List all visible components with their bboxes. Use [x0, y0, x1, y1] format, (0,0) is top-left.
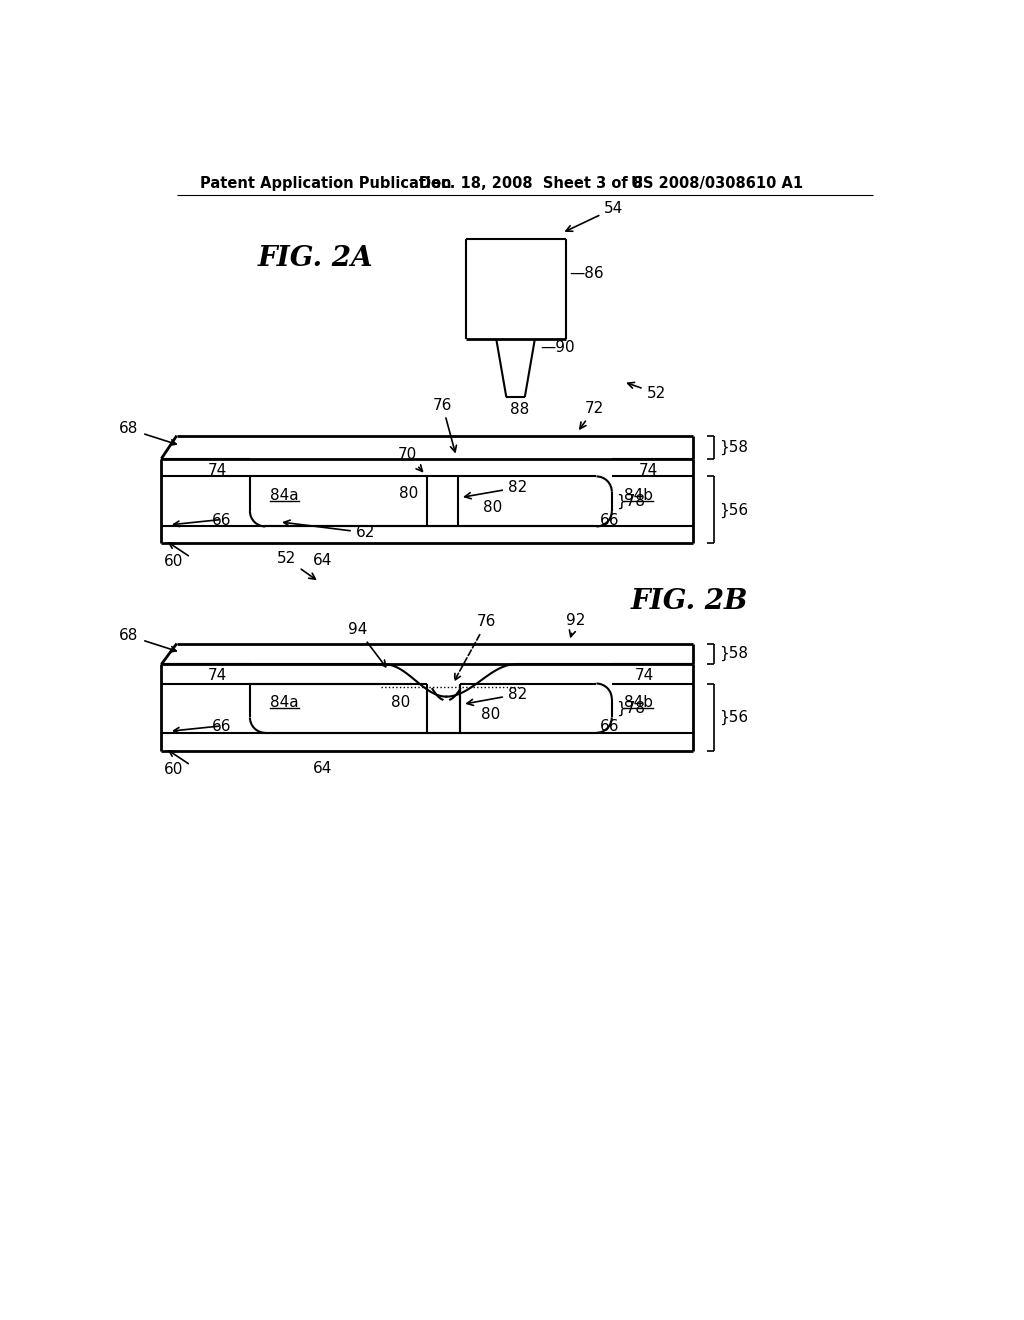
Text: 62: 62 — [284, 520, 375, 540]
Text: 52: 52 — [276, 552, 315, 579]
Text: 54: 54 — [566, 201, 624, 231]
Text: }56: }56 — [719, 503, 748, 517]
Text: Dec. 18, 2008  Sheet 3 of 8: Dec. 18, 2008 Sheet 3 of 8 — [419, 176, 643, 190]
Text: 82: 82 — [465, 480, 527, 499]
Text: 80: 80 — [481, 706, 500, 722]
Text: }58: }58 — [719, 647, 748, 661]
Text: FIG. 2A: FIG. 2A — [258, 246, 373, 272]
Text: Patent Application Publication: Patent Application Publication — [200, 176, 452, 190]
Text: —90: —90 — [541, 339, 574, 355]
Text: —86: —86 — [569, 267, 604, 281]
Text: 92: 92 — [565, 612, 585, 636]
Text: }56: }56 — [719, 710, 748, 725]
Text: 66: 66 — [211, 719, 230, 734]
Text: 60: 60 — [164, 762, 183, 777]
Text: 66: 66 — [600, 719, 620, 734]
Text: 74: 74 — [208, 463, 226, 478]
Text: 76: 76 — [455, 614, 497, 680]
Text: 66: 66 — [211, 512, 230, 528]
Text: 94: 94 — [348, 622, 386, 667]
Text: 74: 74 — [635, 668, 654, 684]
Text: 76: 76 — [433, 397, 457, 451]
Text: 80: 80 — [398, 486, 418, 502]
Text: 70: 70 — [398, 447, 422, 471]
Text: 74: 74 — [208, 668, 226, 684]
Text: 66: 66 — [600, 512, 620, 528]
Text: }78: }78 — [615, 701, 645, 715]
Text: 64: 64 — [313, 760, 333, 776]
Text: 72: 72 — [580, 401, 604, 429]
Text: 82: 82 — [467, 686, 527, 705]
Text: 68: 68 — [119, 421, 138, 436]
Text: 84b: 84b — [625, 488, 653, 503]
Text: }58: }58 — [719, 440, 748, 455]
Text: 84a: 84a — [270, 488, 299, 503]
Text: 68: 68 — [119, 628, 138, 643]
Text: 84b: 84b — [625, 694, 653, 710]
Text: }78: }78 — [615, 494, 645, 510]
Text: FIG. 2B: FIG. 2B — [631, 587, 749, 615]
Text: 80: 80 — [391, 694, 410, 710]
Text: 60: 60 — [164, 554, 183, 569]
Text: 84a: 84a — [270, 694, 299, 710]
Text: 52: 52 — [628, 383, 666, 401]
Text: 64: 64 — [313, 553, 333, 568]
Text: 88: 88 — [510, 401, 529, 417]
Text: 80: 80 — [483, 500, 503, 515]
Text: 74: 74 — [639, 463, 658, 478]
Text: US 2008/0308610 A1: US 2008/0308610 A1 — [631, 176, 803, 190]
